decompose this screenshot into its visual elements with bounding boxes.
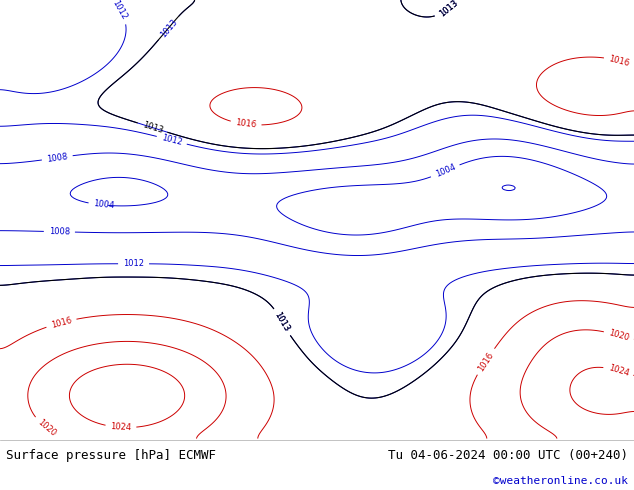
Text: 1016: 1016 [50,316,73,330]
Text: 1016: 1016 [608,54,630,68]
Text: 1013: 1013 [273,311,291,334]
Text: 1013: 1013 [141,120,164,135]
Text: Surface pressure [hPa] ECMWF: Surface pressure [hPa] ECMWF [6,448,216,462]
Text: 1020: 1020 [607,329,630,343]
Text: 1024: 1024 [110,422,132,433]
Text: 1004: 1004 [434,163,456,179]
Text: 1008: 1008 [46,152,68,164]
Text: 1024: 1024 [607,364,630,378]
Text: Tu 04-06-2024 00:00 UTC (00+240): Tu 04-06-2024 00:00 UTC (00+240) [387,448,628,462]
Text: 1013: 1013 [158,17,179,39]
Text: 1016: 1016 [235,119,257,130]
Text: 1013: 1013 [437,0,460,19]
Text: 1013: 1013 [437,0,460,19]
Text: 1012: 1012 [123,259,144,269]
Text: 1004: 1004 [93,199,115,211]
Text: 1016: 1016 [476,350,495,373]
Text: 1020: 1020 [36,417,58,438]
Text: 1012: 1012 [110,0,129,22]
Text: 1008: 1008 [49,227,70,237]
Text: 1013: 1013 [273,311,291,334]
Text: ©weatheronline.co.uk: ©weatheronline.co.uk [493,476,628,486]
Text: 1012: 1012 [160,133,183,147]
